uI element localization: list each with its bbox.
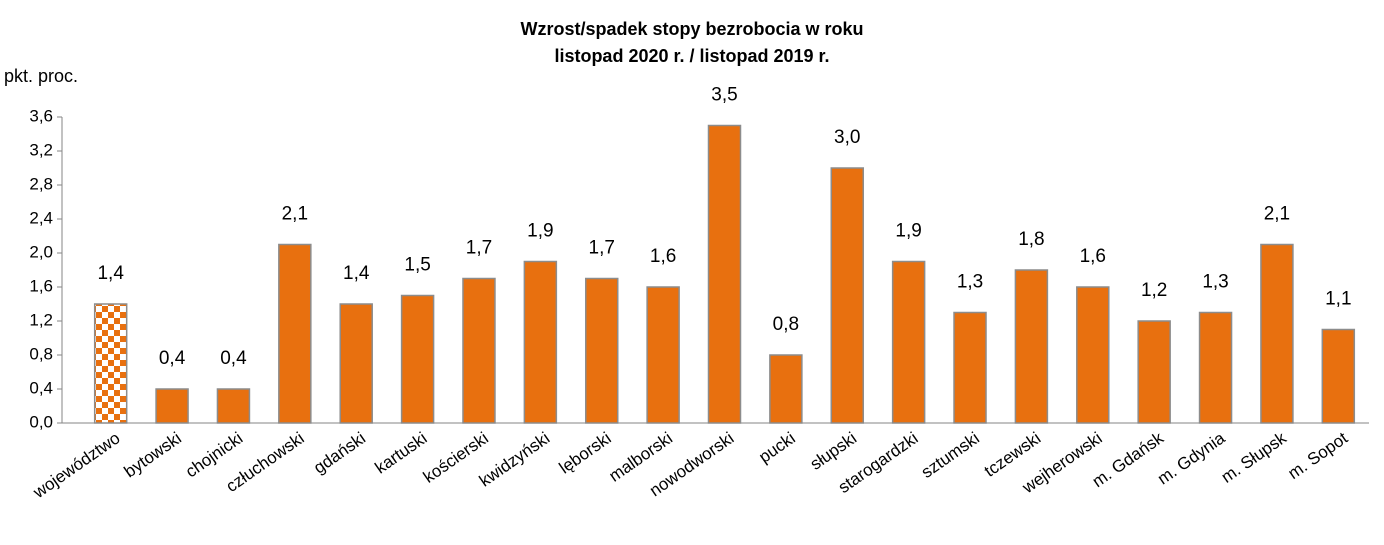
x-tick-label: m. Gdynia — [1154, 428, 1229, 488]
y-tick-label: 1,2 — [29, 310, 53, 329]
bar — [830, 167, 865, 424]
bar — [953, 311, 987, 424]
y-tick-label: 3,6 — [29, 106, 53, 125]
value-label: 0,4 — [159, 348, 186, 369]
value-label: 1,9 — [527, 221, 553, 242]
x-tick-label: m. Słupsk — [1218, 428, 1290, 487]
value-label: 1,7 — [589, 238, 615, 259]
y-tick-label: 2,0 — [29, 242, 53, 261]
x-tick-label: bytowski — [121, 428, 185, 481]
value-label: 1,5 — [404, 255, 430, 276]
bar — [278, 243, 312, 424]
bar — [93, 303, 128, 424]
x-tick-label: m. Sopot — [1285, 428, 1352, 483]
bar — [769, 354, 803, 424]
bar — [707, 124, 742, 424]
value-label: 0,4 — [220, 348, 247, 369]
x-tick-label: sztumski — [918, 428, 983, 481]
bar — [1014, 269, 1049, 424]
value-label: 2,1 — [282, 204, 308, 225]
value-label: 3,5 — [711, 85, 737, 106]
y-tick-label: 0,8 — [29, 344, 53, 363]
bar — [216, 388, 251, 424]
bar — [584, 277, 619, 424]
y-tick-label: 2,8 — [29, 174, 53, 193]
value-label: 1,4 — [343, 263, 370, 284]
value-label: 1,4 — [97, 263, 124, 284]
value-label: 1,8 — [1018, 229, 1044, 250]
bar — [1260, 243, 1294, 424]
y-tick-label: 2,4 — [29, 208, 53, 227]
y-tick-label: 3,2 — [29, 140, 53, 159]
bar — [1198, 311, 1233, 424]
value-label: 1,9 — [895, 221, 921, 242]
y-tick-label: 0,4 — [29, 378, 53, 397]
bar — [523, 260, 558, 424]
bar — [339, 303, 373, 424]
bar — [1076, 286, 1110, 424]
bar — [891, 260, 926, 424]
x-tick-label: gdański — [310, 428, 369, 477]
bar — [1321, 328, 1356, 424]
y-axis-label: pkt. proc. — [4, 66, 78, 86]
value-label: 1,6 — [1080, 246, 1106, 267]
value-label: 1,7 — [466, 238, 492, 259]
bar — [646, 286, 680, 424]
chart-title: listopad 2020 r. / listopad 2019 r. — [554, 46, 829, 66]
value-label: 1,1 — [1325, 289, 1351, 310]
x-tick-label: województwo — [29, 428, 124, 502]
value-label: 0,8 — [773, 314, 799, 335]
bar — [400, 294, 435, 424]
bar — [1137, 320, 1171, 424]
value-label: 1,6 — [650, 246, 676, 267]
value-label: 3,0 — [834, 127, 860, 148]
y-tick-label: 0,0 — [29, 412, 53, 431]
chart-title: Wzrost/spadek stopy bezrobocia w roku — [520, 19, 863, 39]
x-tick-label: słupski — [807, 428, 860, 473]
value-label: 1,3 — [957, 272, 983, 293]
x-tick-label: pucki — [755, 428, 798, 466]
bar — [155, 388, 189, 424]
value-label: 2,1 — [1264, 204, 1290, 225]
bar — [462, 277, 496, 424]
value-label: 1,2 — [1141, 280, 1167, 301]
y-tick-label: 1,6 — [29, 276, 53, 295]
value-label: 1,3 — [1202, 272, 1228, 293]
